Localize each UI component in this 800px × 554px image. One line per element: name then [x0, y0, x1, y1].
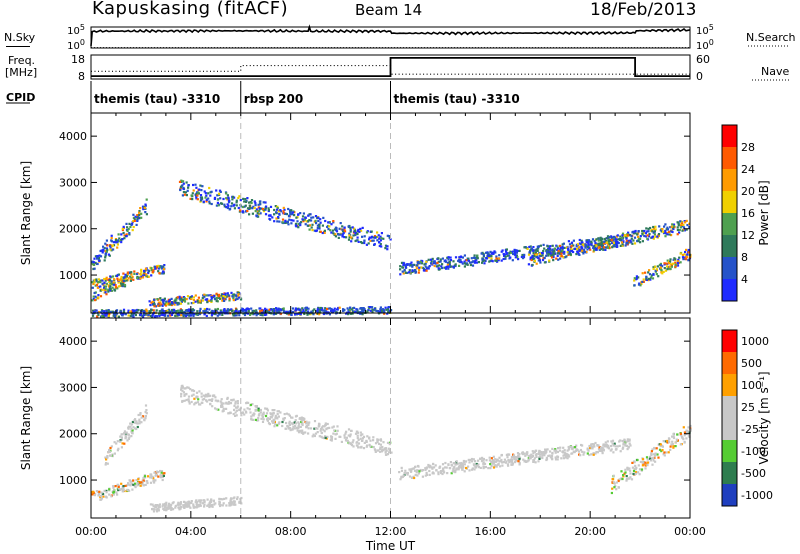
power-colorbar-frame	[721, 124, 738, 302]
freq-left-tick: 8	[78, 70, 85, 83]
velocity-colorbar-tick: -500	[741, 467, 766, 480]
power-colorbar-tick: 4	[741, 273, 748, 286]
velocity-colorbar-swatch	[722, 396, 737, 418]
power-colorbar-tick: 12	[741, 229, 755, 242]
nsearch-label: N.Search	[746, 31, 796, 44]
beam-title: Beam 14	[355, 1, 423, 19]
power-data-cells	[91, 179, 692, 318]
velocity-colorbar-swatch	[722, 462, 737, 484]
time-tick-label: 00:00	[674, 525, 706, 538]
noise-left-tick: 105	[67, 23, 85, 37]
power-colorbar-swatch	[722, 169, 737, 191]
power-colorbar-tick: 28	[741, 141, 755, 154]
cpid-label: CPID	[6, 91, 36, 104]
velocity-ylabel: Slant Range [km]	[19, 366, 33, 470]
velocity-data-cells	[91, 384, 692, 513]
velocity-colorbar-tick: 500	[741, 357, 762, 370]
power-ylabel: Slant Range [km]	[19, 161, 33, 265]
power-colorbar-tick: 8	[741, 251, 748, 264]
power-colorbar-swatch	[722, 279, 737, 301]
nsky-label: N.Sky	[4, 31, 36, 44]
date-title: 18/Feb/2013	[590, 0, 697, 20]
power-colorbar-swatch	[722, 125, 737, 147]
power-colorbar-swatch	[722, 213, 737, 235]
velocity-colorbar-tick: -100	[741, 445, 766, 458]
power-colorbar-label: Power [dB]	[757, 180, 771, 245]
time-tick-label: 16:00	[474, 525, 506, 538]
power-ytick-label: 1000	[59, 269, 87, 282]
velocity-colorbar-tick: -25	[741, 423, 759, 436]
cpid-segment-label: rbsp 200	[244, 92, 303, 106]
cpid-segment-label: themis (tau) -3310	[94, 92, 220, 106]
nave-label: Nave	[761, 65, 790, 78]
velocity-ytick-label: 2000	[59, 428, 87, 441]
velocity-colorbar-frame	[721, 329, 738, 507]
power-colorbar-swatch	[722, 147, 737, 169]
noise-right-tick: 100	[696, 38, 714, 52]
power-ytick-label: 2000	[59, 223, 87, 236]
power-colorbar-tick: 16	[741, 207, 755, 220]
power-ytick-label: 3000	[59, 176, 87, 189]
freq-panel-frame	[90, 54, 691, 80]
nsky-underline	[6, 46, 30, 47]
velocity-colorbar-tick: 1000	[741, 335, 769, 348]
velocity-colorbar-swatch	[722, 330, 737, 352]
power-colorbar-tick: 24	[741, 163, 755, 176]
nave-right-tick: 60	[696, 53, 710, 66]
nave-right-tick: 0	[696, 70, 703, 83]
time-tick-label: 00:00	[75, 525, 107, 538]
power-colorbar-swatch	[722, 191, 737, 213]
velocity-ytick-label: 1000	[59, 474, 87, 487]
velocity-ytick-label: 3000	[59, 381, 87, 394]
freq-label: Freq.	[8, 54, 36, 67]
time-tick-label: 08:00	[275, 525, 307, 538]
station-title: Kapuskasing (fitACF)	[92, 0, 289, 19]
noise-right-tick: 105	[696, 23, 714, 37]
power-colorbar-swatch	[722, 235, 737, 257]
noise-left-tick: 100	[67, 38, 85, 52]
velocity-colorbar-label: Velocity [m s⁻¹]	[757, 371, 771, 464]
velocity-colorbar-tick: -1000	[741, 489, 773, 502]
noise-panel-frame	[90, 26, 691, 49]
power-colorbar-tick: 20	[741, 185, 755, 198]
velocity-colorbar-tick: 25	[741, 401, 755, 414]
velocity-colorbar-swatch	[722, 374, 737, 396]
velocity-colorbar-swatch	[722, 484, 737, 506]
velocity-colorbar-swatch	[722, 418, 737, 440]
freq-series-nave	[91, 56, 690, 78]
velocity-ytick-label: 4000	[59, 335, 87, 348]
time-axis-label: Time UT	[365, 539, 416, 553]
power-ytick-label: 4000	[59, 130, 87, 143]
freq-left-tick: 18	[71, 53, 85, 66]
velocity-colorbar-swatch	[722, 352, 737, 374]
power-colorbar-swatch	[722, 257, 737, 279]
time-tick-label: 20:00	[574, 525, 606, 538]
noise-series-nsky	[90, 24, 691, 46]
freq-unit-label: [MHz]	[5, 66, 38, 79]
cpid-segment-label: themis (tau) -3310	[394, 92, 520, 106]
velocity-colorbar-tick: 100	[741, 379, 762, 392]
time-tick-label: 04:00	[175, 525, 207, 538]
time-tick-label: 12:00	[375, 525, 407, 538]
velocity-colorbar-swatch	[722, 440, 737, 462]
